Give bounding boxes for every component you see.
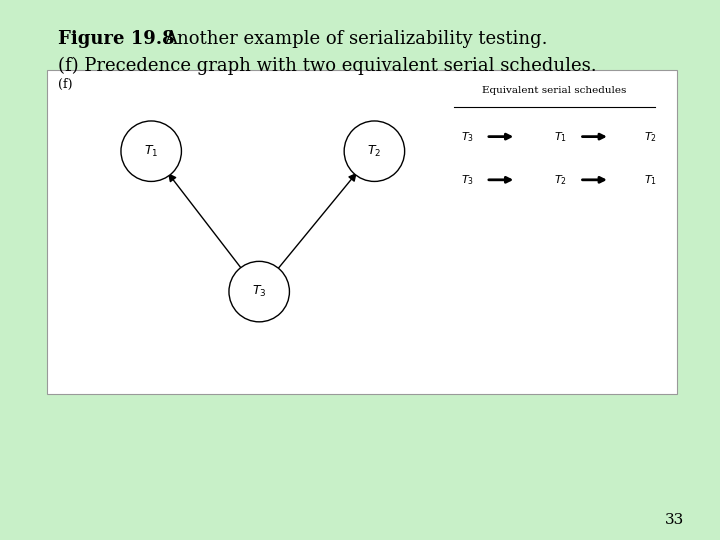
- Text: (f): (f): [58, 78, 72, 91]
- Text: Equivalent serial schedules: Equivalent serial schedules: [482, 86, 626, 96]
- Text: $T_2$: $T_2$: [554, 173, 567, 187]
- Text: $T_3$: $T_3$: [461, 173, 474, 187]
- Text: $T_3$: $T_3$: [252, 284, 266, 299]
- FancyArrowPatch shape: [582, 177, 604, 183]
- FancyArrowPatch shape: [582, 134, 604, 139]
- FancyBboxPatch shape: [47, 70, 677, 394]
- Text: 33: 33: [665, 512, 684, 526]
- FancyArrowPatch shape: [489, 134, 510, 139]
- FancyArrowPatch shape: [489, 177, 510, 183]
- Ellipse shape: [344, 121, 405, 181]
- Text: $T_1$: $T_1$: [144, 144, 158, 159]
- Text: $T_1$: $T_1$: [644, 173, 657, 187]
- Text: $T_2$: $T_2$: [644, 130, 657, 144]
- Text: $T_2$: $T_2$: [367, 144, 382, 159]
- FancyArrowPatch shape: [169, 174, 243, 270]
- Text: Figure 19.8: Figure 19.8: [58, 30, 174, 48]
- Text: $T_1$: $T_1$: [554, 130, 567, 144]
- Ellipse shape: [121, 121, 181, 181]
- Text: $T_3$: $T_3$: [461, 130, 474, 144]
- FancyArrowPatch shape: [276, 174, 356, 270]
- Text: Another example of serializability testing.: Another example of serializability testi…: [164, 30, 548, 48]
- Ellipse shape: [229, 261, 289, 322]
- Text: (f) Precedence graph with two equivalent serial schedules.: (f) Precedence graph with two equivalent…: [58, 57, 596, 75]
